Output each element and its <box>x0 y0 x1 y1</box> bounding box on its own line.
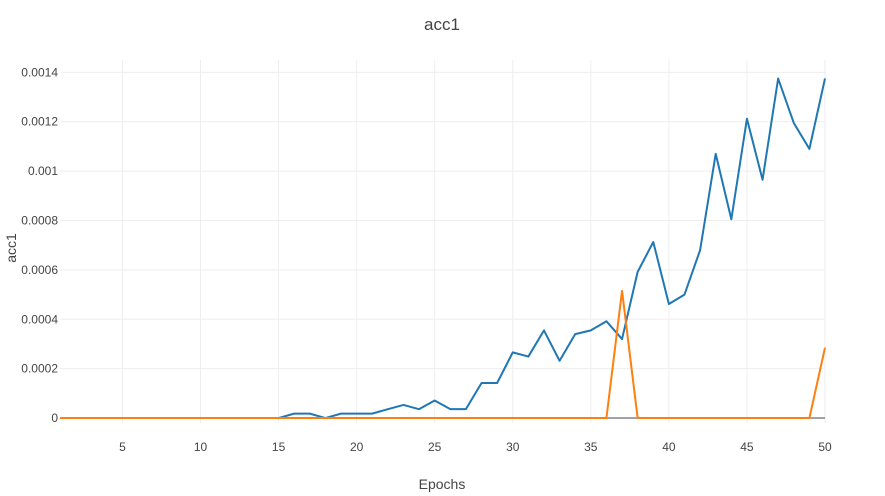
x-tick-label: 40 <box>662 440 676 454</box>
x-axis-title: Epochs <box>419 476 466 492</box>
chart-title: acc1 <box>424 15 460 34</box>
y-axis-title: acc1 <box>3 233 19 263</box>
x-tick-labels: 5 10 15 20 25 30 35 40 45 50 <box>119 440 832 454</box>
x-tick-label: 20 <box>350 440 364 454</box>
x-tick-label: 25 <box>428 440 442 454</box>
y-tick-label: 0.0004 <box>21 312 58 326</box>
x-tick-label: 50 <box>818 440 832 454</box>
grid-layer <box>60 60 826 423</box>
y-tick-label: 0.0002 <box>21 362 58 376</box>
y-tick-label: 0.001 <box>28 164 58 178</box>
x-tick-label: 45 <box>740 440 754 454</box>
y-tick-label: 0.0006 <box>21 263 58 277</box>
y-tick-label: 0 <box>51 411 58 425</box>
x-tick-label: 5 <box>119 440 126 454</box>
x-tick-label: 30 <box>506 440 520 454</box>
series-line-2 <box>60 289 826 420</box>
x-tick-label: 10 <box>194 440 208 454</box>
series-line-1 <box>60 77 826 420</box>
x-tick-label: 15 <box>272 440 286 454</box>
x-tick-label: 35 <box>584 440 598 454</box>
y-tick-labels: 0 0.0002 0.0004 0.0006 0.0008 0.001 0.0012 0.00… <box>21 65 58 425</box>
y-tick-label: 0.0008 <box>21 214 58 228</box>
series-layer <box>60 77 826 420</box>
y-tick-label: 0.0014 <box>21 65 58 79</box>
y-tick-label: 0.0012 <box>21 115 58 129</box>
